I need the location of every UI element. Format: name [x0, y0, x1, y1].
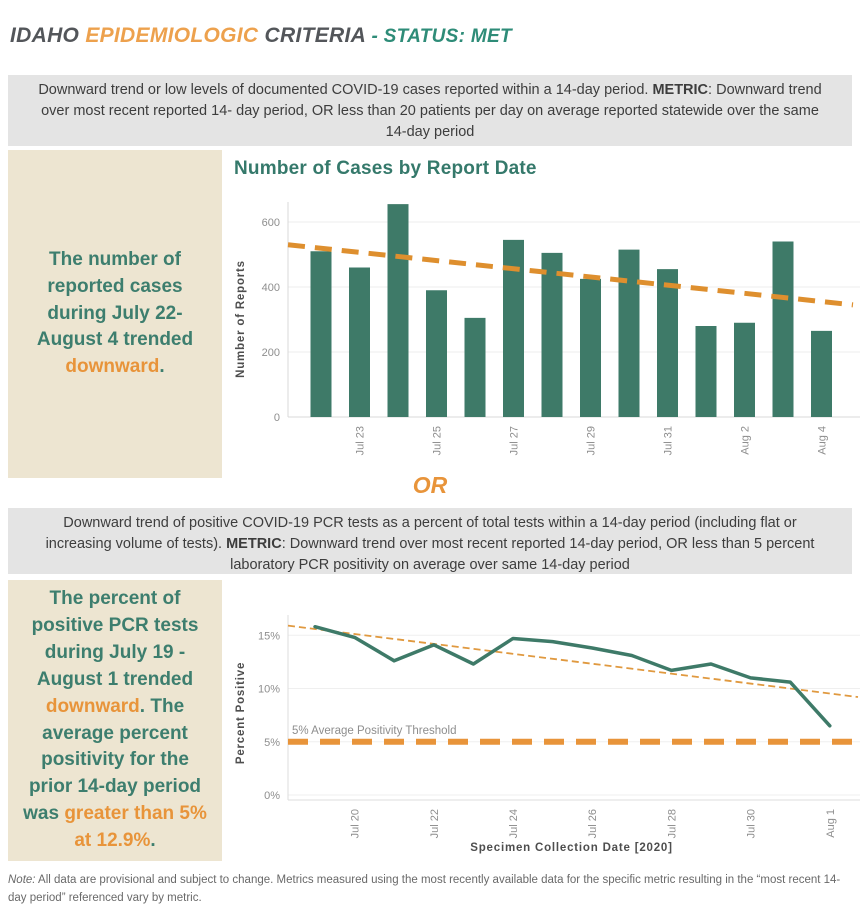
bar-Jul 23 [349, 267, 370, 417]
y-axis-title: Percent Positive [235, 662, 247, 764]
x-tick-label: Jul 29 [586, 426, 598, 455]
x-tick-label: Aug 1 [825, 809, 837, 838]
y-tick-label: 600 [262, 217, 280, 229]
y-tick-label: 10% [258, 684, 280, 696]
bar-Jul 27 [503, 239, 524, 417]
bar-Aug 3 [772, 241, 794, 417]
x-tick-label: Jul 27 [509, 426, 521, 455]
trend-line [287, 624, 859, 698]
bar-chart-plot: 0 200 400 600 Jul 23 Jul 25 Jul 27 Jul 29 Jul 31… [235, 202, 860, 455]
trend-line [287, 242, 854, 308]
x-tick-label: Jul 30 [746, 809, 758, 838]
bar-Jul 24 [387, 204, 409, 417]
x-tick-label: Jul 23 [355, 426, 367, 455]
page-title: IDAHO EPIDEMIOLOGIC CRITERIA - STATUS: M… [10, 24, 512, 47]
y-tick-label: 15% [258, 630, 280, 642]
x-tick-label: Jul 24 [508, 809, 520, 838]
bar-Jul 22 [310, 251, 332, 417]
or-divider: OR [412, 472, 448, 498]
positivity-series-line [313, 624, 832, 728]
bar-Jul 25 [426, 290, 447, 417]
threshold-label: 5% Average Positivity Threshold [292, 725, 457, 737]
bar-Jul 31 [657, 269, 678, 417]
x-tick-label: Jul 25 [432, 426, 444, 455]
bar-chart-title: Number of Cases by Report Date [234, 158, 537, 179]
positivity-trend-callout: The percent of positive PCR tests during… [8, 580, 222, 861]
x-tick-label: Aug 4 [817, 426, 829, 455]
criterion2-description: Downward trend of positive COVID-19 PCR … [8, 508, 852, 574]
cases-bar-chart: Number of Cases by Report Date 0 200 400 60… [230, 150, 860, 480]
x-tick-label: Jul 26 [587, 809, 599, 838]
positivity-line-chart: 0% 5% 10% 15% 5% Average Positivity Threshol… [230, 585, 860, 860]
x-axis-title: Specimen Collection Date [2020] [470, 842, 672, 854]
x-tick-label: Jul 28 [666, 809, 678, 838]
criterion1-description: Downward trend or low levels of document… [8, 75, 852, 146]
y-tick-label: 0 [274, 412, 280, 424]
bar-Jul 29 [580, 278, 601, 417]
x-tick-label: Jul 22 [429, 809, 441, 838]
cases-trend-callout-text: The number of reported cases during July… [36, 248, 194, 378]
line-chart-plot: 0% 5% 10% 15% 5% Average Positivity Threshol… [235, 615, 860, 854]
bar-Jul 26 [464, 317, 486, 417]
bar-Jul 30 [618, 249, 640, 417]
bar-Aug 2 [734, 322, 755, 417]
cases-trend-callout: The number of reported cases during July… [8, 150, 222, 478]
positivity-trend-callout-text: The percent of positive PCR tests during… [23, 587, 207, 852]
y-tick-label: 0% [264, 790, 280, 802]
y-tick-label: 5% [264, 737, 280, 749]
y-tick-label: 200 [262, 347, 280, 359]
x-tick-label: Jul 20 [350, 809, 362, 838]
footnote: Note: All data are provisional and subje… [8, 874, 841, 904]
bar-Aug 4 [811, 330, 832, 417]
x-tick-label: Aug 2 [740, 426, 752, 455]
bar-Aug 1 [695, 326, 717, 417]
y-tick-label: 400 [262, 282, 280, 294]
y-axis-title: Number of Reports [235, 260, 247, 378]
bar-Jul 28 [541, 252, 563, 417]
x-tick-label: Jul 31 [663, 426, 675, 455]
